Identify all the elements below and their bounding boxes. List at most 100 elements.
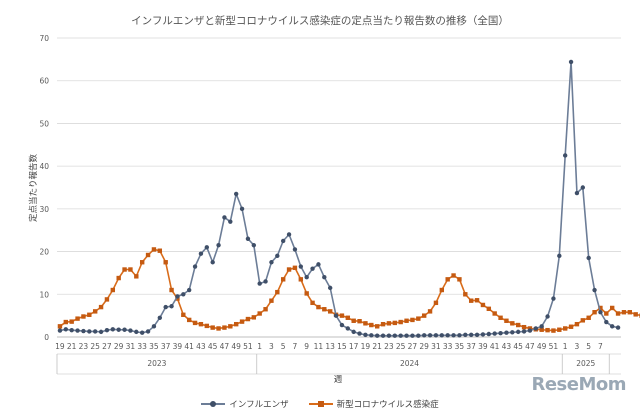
data-point xyxy=(269,298,274,303)
legend: インフルエンザ 新型コロナウイルス感染症 xyxy=(0,398,640,410)
x-tick-label: 37 xyxy=(161,342,171,351)
x-tick-label: 47 xyxy=(220,342,230,351)
data-point xyxy=(474,332,480,338)
data-point xyxy=(580,318,586,323)
data-point xyxy=(374,324,380,329)
data-point xyxy=(292,265,298,271)
data-point xyxy=(492,311,497,316)
data-point xyxy=(104,327,110,333)
data-point xyxy=(163,260,168,265)
data-point xyxy=(374,333,380,338)
x-tick-label: 33 xyxy=(137,342,147,351)
y-tick-label: 60 xyxy=(39,77,49,86)
x-tick-label: 37 xyxy=(466,342,476,351)
data-point xyxy=(57,328,63,333)
data-point xyxy=(392,320,398,326)
data-point xyxy=(568,324,574,329)
year-label: 2025 xyxy=(576,359,595,368)
x-tick-label: 13 xyxy=(325,342,335,351)
data-point xyxy=(369,333,374,338)
data-point xyxy=(286,267,292,272)
x-tick-label: 21 xyxy=(372,342,382,351)
data-point xyxy=(592,287,597,293)
data-point xyxy=(245,316,251,322)
data-point xyxy=(134,274,139,279)
data-point xyxy=(433,333,439,338)
x-tick-label: 11 xyxy=(314,342,324,351)
data-point xyxy=(186,287,192,293)
data-point xyxy=(609,324,615,329)
x-tick-label: 47 xyxy=(525,342,535,351)
data-point xyxy=(98,304,104,310)
data-point xyxy=(327,285,333,291)
data-point xyxy=(198,321,204,327)
x-axis: 19 21 23 25 27 29 31 33 35 37 39 41 43 45 47 49 51 1 3 5 7 9 1… xyxy=(55,336,621,375)
data-point xyxy=(339,322,345,328)
data-point xyxy=(339,313,345,318)
data-point xyxy=(292,247,298,252)
x-tick-label: 27 xyxy=(408,342,418,351)
x-tick-label: 31 xyxy=(126,342,136,351)
data-point xyxy=(322,275,327,280)
data-point xyxy=(562,326,568,331)
data-point xyxy=(433,300,439,306)
data-point xyxy=(486,331,492,337)
data-point xyxy=(204,245,210,250)
x-axis-label: 週 xyxy=(334,375,343,385)
data-point xyxy=(457,277,462,282)
y-axis: 0 10 20 30 40 50 60 70 xyxy=(39,34,49,342)
data-point xyxy=(545,314,550,319)
x-tick-label: 1 xyxy=(563,342,568,351)
data-point xyxy=(562,153,568,158)
data-point xyxy=(304,291,309,296)
data-point xyxy=(110,287,116,293)
data-point xyxy=(615,311,621,316)
data-point xyxy=(263,307,268,312)
chart-title: インフルエンザと新型コロナウイルス感染症の定点当たり報告数の推移（全国） xyxy=(131,15,509,27)
data-point xyxy=(515,322,521,328)
data-point xyxy=(198,251,204,256)
data-point xyxy=(527,328,533,333)
x-tick-label: 35 xyxy=(149,342,159,351)
x-tick-label: 41 xyxy=(184,342,194,351)
data-point xyxy=(57,324,63,329)
data-point xyxy=(498,330,503,336)
data-point xyxy=(222,215,227,220)
legend-item-influenza[interactable]: インフルエンザ xyxy=(201,398,289,410)
data-point xyxy=(386,333,392,338)
data-point xyxy=(410,333,415,338)
data-point xyxy=(87,329,92,334)
x-tick-label: 15 xyxy=(337,342,347,351)
data-point xyxy=(75,328,80,333)
data-point xyxy=(222,325,227,330)
data-point xyxy=(609,305,615,311)
y-tick-label: 40 xyxy=(39,162,49,171)
legend-line-covid xyxy=(308,399,333,409)
x-tick-label: 31 xyxy=(431,342,441,351)
data-point xyxy=(545,327,550,333)
data-point xyxy=(333,313,339,318)
data-point xyxy=(416,316,421,321)
data-point xyxy=(404,318,409,323)
data-point xyxy=(621,310,627,315)
data-point xyxy=(169,287,174,293)
data-point xyxy=(69,327,74,333)
data-point xyxy=(128,267,133,272)
data-point xyxy=(186,317,192,323)
data-point xyxy=(598,310,603,315)
x-tick-label: 49 xyxy=(537,342,547,351)
data-point xyxy=(316,304,321,310)
data-point xyxy=(421,333,427,338)
data-point xyxy=(427,333,433,338)
data-point xyxy=(310,266,315,271)
data-point xyxy=(210,325,215,330)
legend-item-covid[interactable]: 新型コロナウイルス感染症 xyxy=(308,398,439,410)
data-point xyxy=(615,325,621,330)
x-tick-label: 51 xyxy=(549,342,559,351)
data-point xyxy=(551,328,556,333)
data-point xyxy=(81,328,86,334)
data-point xyxy=(286,232,292,237)
watermark-logo: ReseMom xyxy=(531,374,626,395)
x-tick-label: 19 xyxy=(55,342,65,351)
data-point xyxy=(521,324,527,330)
